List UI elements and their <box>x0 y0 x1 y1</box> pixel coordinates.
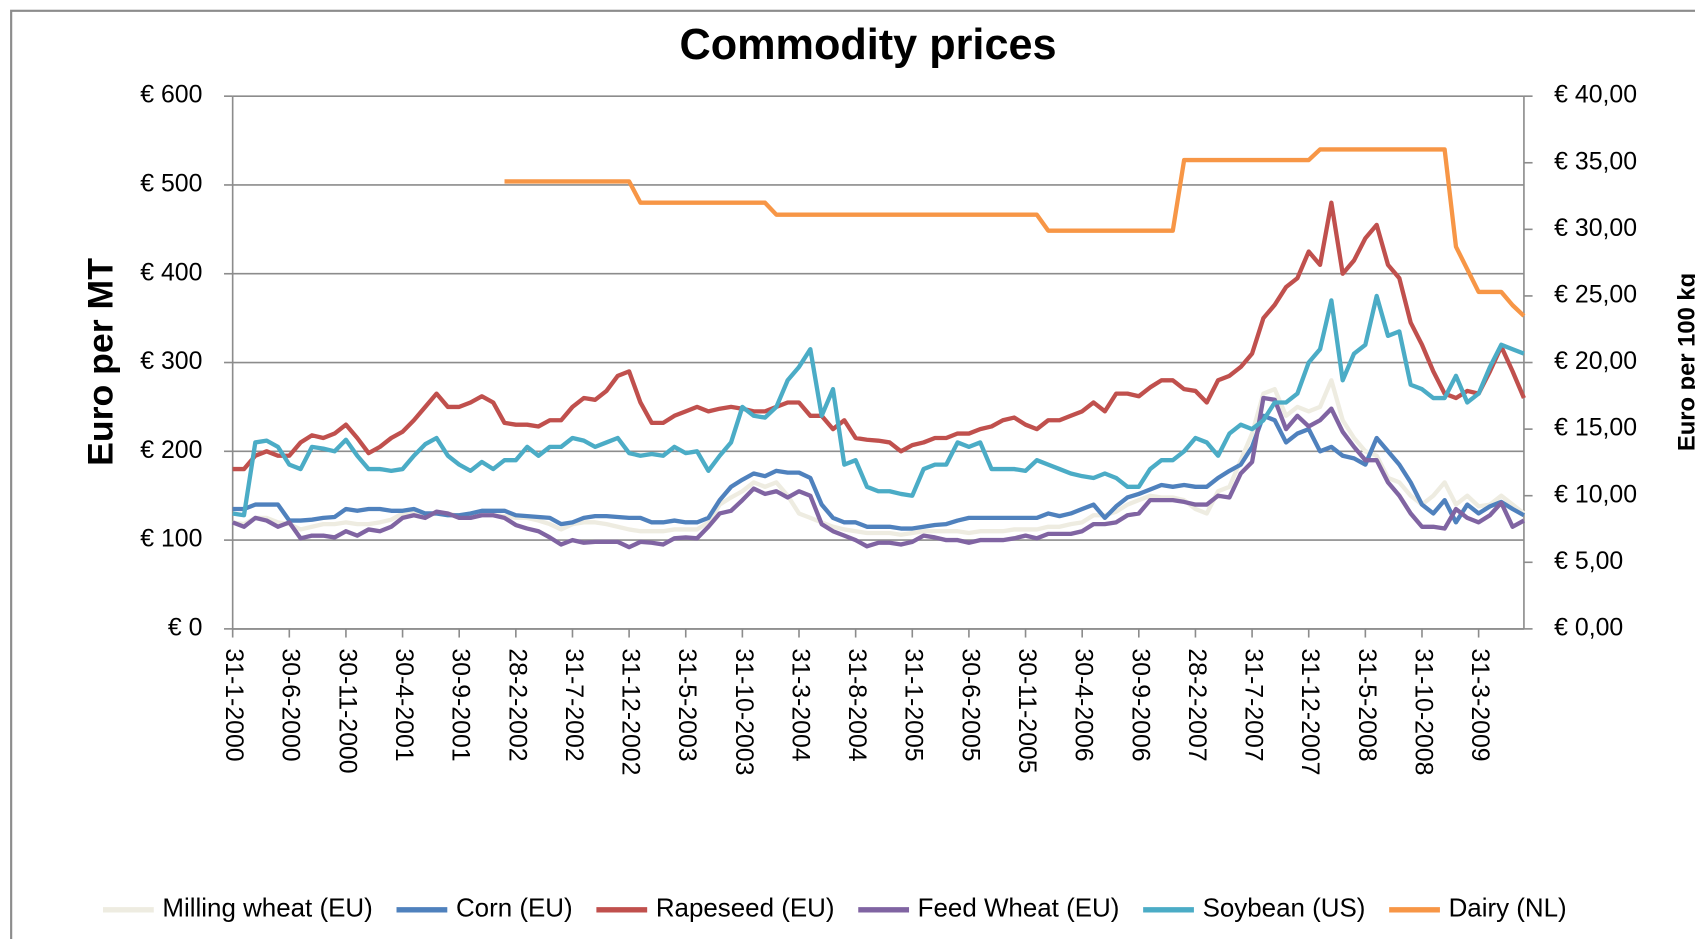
legend-label: Feed Wheat (EU) <box>918 895 1120 923</box>
x-tick-label: 30-11-2000 <box>333 648 360 773</box>
y-tick-label: € 200 <box>140 437 202 464</box>
x-tick-label: 30-9-2006 <box>1126 648 1153 761</box>
x-tick-label: 31-5-2003 <box>673 648 700 761</box>
y2-tick-label: € 10,00 <box>1554 481 1637 508</box>
series-line <box>504 147 1526 318</box>
x-tick-label: 31-8-2004 <box>843 648 870 761</box>
legend-label: Milling wheat (EU) <box>162 895 372 923</box>
series-line <box>232 200 1526 472</box>
series-line <box>232 293 1525 518</box>
y2-tick-label: € 40,00 <box>1554 82 1637 109</box>
x-tick-label: 28-2-2007 <box>1183 648 1210 761</box>
x-tick-label: 30-4-2001 <box>390 648 417 761</box>
legend-label: Soybean (US) <box>1203 895 1366 923</box>
legend-label: Corn (EU) <box>456 895 573 923</box>
y-axis-title: Euro per MT <box>80 258 120 466</box>
x-tick-label: 30-6-2005 <box>956 648 983 761</box>
legend-label: Rapeseed (EU) <box>656 895 835 923</box>
y2-axis-title: Euro per 100 kg <box>1673 273 1695 451</box>
x-tick-label: 30-11-2005 <box>1013 648 1040 773</box>
y-tick-label: € 400 <box>140 259 202 286</box>
x-tick-label: 31-3-2004 <box>786 648 813 761</box>
y2-tick-label: € 30,00 <box>1554 215 1637 242</box>
y-tick-label: € 0 <box>168 614 203 641</box>
x-tick-label: 31-1-2005 <box>900 648 927 761</box>
x-tick-label: 31-1-2000 <box>220 648 247 761</box>
legend: Milling wheat (EU) Corn (EU) Rapeseed (EU)… <box>102 895 1567 923</box>
x-tick-label: 31-12-2007 <box>1296 648 1323 775</box>
y-tick-label: € 500 <box>140 171 202 198</box>
x-tick-label: 31-7-2007 <box>1240 648 1267 761</box>
y-tick-label: € 600 <box>140 82 202 109</box>
y2-tick-label: € 25,00 <box>1554 281 1637 308</box>
y2-tick-label: € 5,00 <box>1554 548 1623 575</box>
y2-tick-label: € 20,00 <box>1554 348 1637 375</box>
x-tick-label: 31-3-2009 <box>1466 648 1493 761</box>
y-tick-label: € 100 <box>140 526 202 553</box>
x-tick-label: 30-9-2001 <box>447 648 474 761</box>
x-tick-label: 28-2-2002 <box>503 648 530 761</box>
legend-label: Dairy (NL) <box>1449 895 1567 923</box>
y2-tick-label: € 0,00 <box>1554 614 1623 641</box>
x-tick-label: 31-10-2008 <box>1409 648 1436 775</box>
y2-tick-label: € 35,00 <box>1554 148 1637 175</box>
chart-border <box>10 9 1695 939</box>
series-line <box>231 395 1525 550</box>
x-tick-label: 30-6-2000 <box>277 648 304 761</box>
x-tick-label: 30-4-2006 <box>1070 648 1097 761</box>
x-tick-label: 31-10-2003 <box>730 648 757 775</box>
x-tick-label: 31-12-2002 <box>617 648 644 775</box>
y2-tick-label: € 15,00 <box>1554 415 1637 442</box>
x-tick-label: 31-5-2008 <box>1353 648 1380 761</box>
chart-title: Commodity prices <box>680 21 1057 69</box>
x-tick-label: 31-7-2002 <box>560 648 587 761</box>
y-tick-label: € 300 <box>140 348 202 375</box>
